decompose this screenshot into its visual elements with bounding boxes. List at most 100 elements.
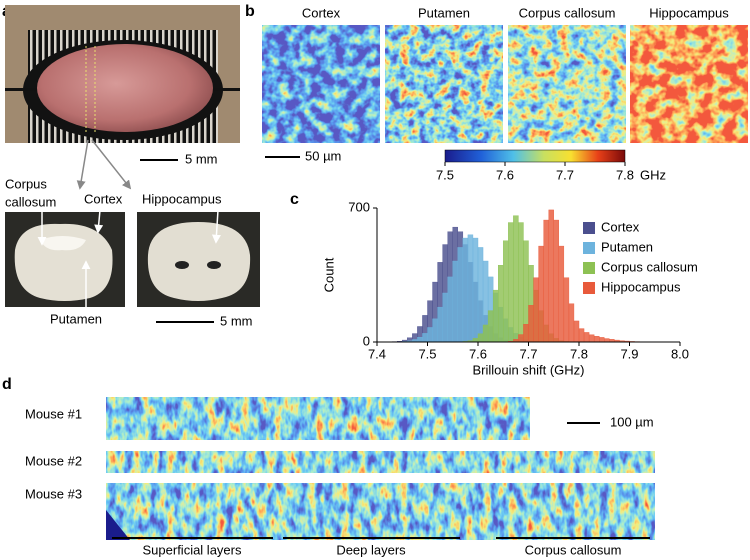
legend-swatch [583,242,595,254]
histogram-bar [447,276,453,343]
histogram-bar [518,222,524,343]
legend-swatch [583,282,595,294]
region-label: Corpus callosum [525,542,622,557]
strip-map [106,397,530,440]
histogram-bar [472,338,479,343]
heatmap [385,25,503,143]
x-tick-label: 7.5 [418,346,436,361]
histogram-bar [422,333,428,343]
histogram-bar [492,289,499,343]
scale-label: 5 mm [220,313,253,328]
heatmap [630,25,748,143]
brain-slice [5,212,125,307]
brain-photo [5,5,240,143]
brain-slice [137,212,260,307]
histogram-bar [477,247,484,343]
annotation: Corpus [5,176,47,191]
arrow [91,139,132,190]
y-axis-label: Count [321,257,336,292]
histogram-bar [523,323,529,343]
histogram-bar [437,306,443,343]
row-label: Mouse #3 [25,486,82,501]
strip-edge [106,510,130,540]
x-tick-label: 7.4 [368,346,386,361]
histogram-bar [563,277,570,343]
colorbar-tick-label: 7.7 [556,167,574,182]
arrow [211,209,221,244]
y-tick-label: 0 [363,333,370,348]
colorbar-tick-label: 7.8 [616,167,634,182]
scale-label: 100 µm [610,414,654,429]
y-tick-label: 700 [348,199,370,214]
histogram-bar [604,338,610,343]
histogram-bar [533,277,539,343]
histogram-bar [498,265,504,343]
strip-map [106,483,655,540]
annotation: callosum [5,194,56,209]
histogram-bar [452,260,458,343]
histogram-bar [518,334,524,343]
histogram-bar [503,240,509,343]
histogram-bar [593,336,600,343]
histogram-bar [467,234,474,343]
histogram-bar [432,318,438,343]
panel-label: d [2,376,12,393]
row-label: Mouse #1 [25,406,82,421]
x-tick-label: 8.0 [671,346,689,361]
histogram-bar [543,219,549,343]
histogram-bar [538,245,544,343]
legend-label: Cortex [601,219,640,234]
colorbar [444,149,626,163]
annotation: Cortex [84,191,123,206]
heatmap [262,25,380,143]
arrow [76,139,89,190]
histogram-bar [568,303,575,343]
region-label: Superficial layers [143,542,242,557]
legend-swatch [583,262,595,274]
histogram-bar [553,219,559,343]
arrow [94,209,104,234]
colorbar-unit: GHz [640,167,666,182]
x-tick-label: 7.7 [519,346,537,361]
histogram-bar [599,337,605,343]
histogram-bar [487,310,494,343]
strip-map [106,451,655,473]
heatmap-title: Hippocampus [649,5,729,20]
histogram-bar [513,215,519,343]
histogram-bar [427,327,433,343]
panel-label: b [245,3,255,20]
histogram-bar [442,292,448,343]
legend-label: Hippocampus [601,279,681,294]
histogram-bar [528,305,534,343]
histogram-bar [573,320,580,343]
histogram-bar [548,209,554,343]
histogram: c 7.4 7.5 7.6 7.7 7.8 7.9 8.0 0 700 Brillouin shif… [290,191,698,377]
histogram-bar [457,247,464,343]
histogram-bar [462,237,469,343]
row-label: Mouse #2 [25,453,82,468]
colorbar-tick-label: 7.5 [436,167,454,182]
scale-label: 50 µm [305,148,341,163]
histogram-bar [558,245,565,343]
histogram-bar [482,324,489,343]
annotation: Putamen [50,311,102,326]
heatmap-title: Putamen [418,5,470,20]
histogram-bar [588,334,595,343]
heatmap-title: Corpus callosum [519,5,616,20]
x-axis-label: Brillouin shift (GHz) [473,362,585,377]
legend-swatch [583,222,595,234]
heatmap-title: Cortex [302,5,341,20]
x-tick-label: 7.6 [469,346,487,361]
legend-label: Corpus callosum [601,259,698,274]
heatmap [508,25,626,143]
annotation: Hippocampus [142,191,222,206]
x-tick-label: 7.8 [570,346,588,361]
legend-label: Putamen [601,239,653,254]
region-label: Deep layers [336,542,406,557]
x-tick-label: 7.9 [620,346,638,361]
scale-label: 5 mm [185,151,218,166]
histogram-bar [477,333,484,343]
histogram-bar [417,337,423,343]
histogram-bar [508,222,514,343]
